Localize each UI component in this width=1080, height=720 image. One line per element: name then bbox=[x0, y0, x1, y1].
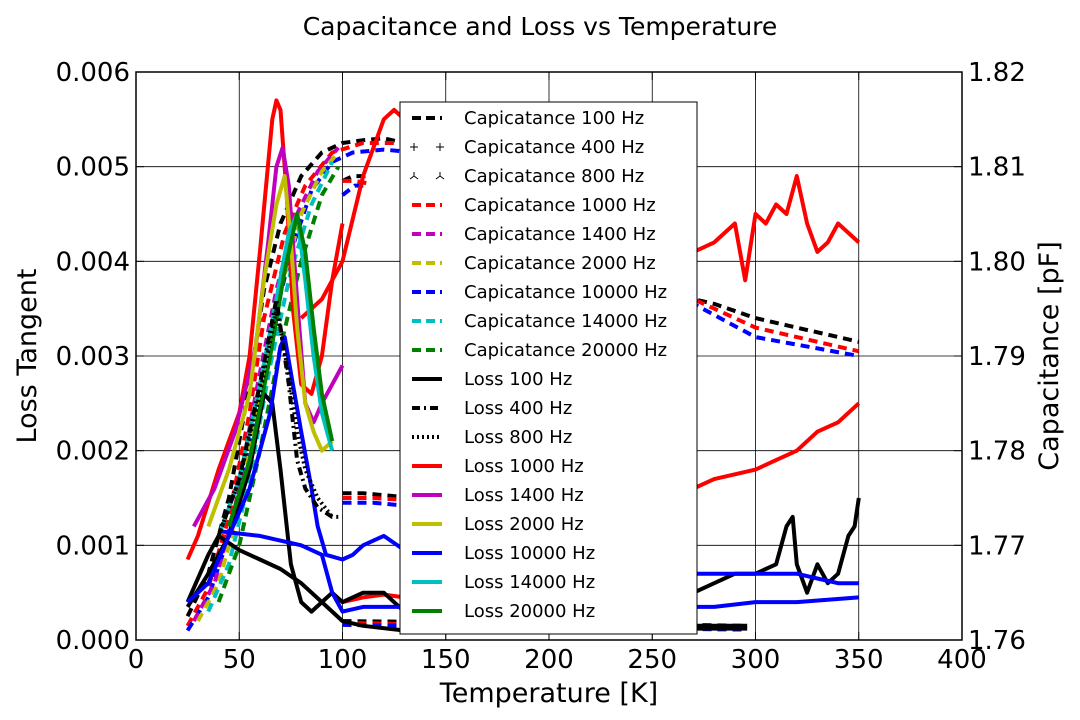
x-tick-label: 150 bbox=[421, 645, 471, 675]
y-tick-label-left: 0.005 bbox=[56, 153, 130, 183]
x-tick-label: 400 bbox=[937, 645, 987, 675]
y-tick-label-left: 0.004 bbox=[56, 247, 130, 277]
legend-label: Capicatance 400 Hz bbox=[464, 137, 644, 158]
loss-series-line bbox=[342, 592, 405, 605]
chart-title: Capacitance and Loss vs Temperature bbox=[303, 12, 778, 41]
legend-label: Loss 800 Hz bbox=[464, 427, 572, 448]
y-tick-label-left: 0.003 bbox=[56, 342, 130, 372]
legend-label: Capicatance 100 Hz bbox=[464, 108, 644, 129]
legend-label: Loss 1400 Hz bbox=[464, 485, 584, 506]
legend-marker bbox=[409, 172, 419, 180]
x-tick-label: 350 bbox=[834, 645, 884, 675]
capacitance-series-line bbox=[342, 178, 370, 186]
capacitance-series-line bbox=[192, 146, 340, 623]
x-tick-label: 250 bbox=[627, 645, 677, 675]
y-tick-label-right: 1.78 bbox=[968, 437, 1026, 467]
x-tick-label: 50 bbox=[223, 645, 256, 675]
y-tick-label-left: 0.000 bbox=[56, 626, 130, 656]
legend-label: Capicatance 10000 Hz bbox=[464, 282, 667, 303]
capacitance-series-line bbox=[206, 161, 334, 613]
x-axis-title: Temperature [K] bbox=[439, 678, 658, 709]
legend-label: Loss 10000 Hz bbox=[464, 543, 595, 564]
ticks: 0 50 100 150 200 250 300 350 400 0.000 0.001 0.002 0… bbox=[56, 58, 1026, 675]
x-tick-label: 300 bbox=[731, 645, 781, 675]
legend-label: Capicatance 800 Hz bbox=[464, 166, 644, 187]
x-tick-label: 0 bbox=[128, 645, 145, 675]
legend-label: Loss 14000 Hz bbox=[464, 572, 595, 593]
capacitance-series-line bbox=[185, 141, 860, 627]
loss-series-line bbox=[206, 174, 334, 528]
y-tick-label-left: 0.002 bbox=[56, 437, 130, 467]
y-tick-label-left: 0.006 bbox=[56, 58, 130, 88]
y-tick-label-left: 0.001 bbox=[56, 531, 130, 561]
legend: Capicatance 100 Hz Capicatance 400 Hz Capi… bbox=[399, 101, 698, 635]
legend-label: Loss 100 Hz bbox=[464, 369, 572, 390]
capacitance-series-line bbox=[342, 500, 591, 521]
legend-label: Loss 1000 Hz bbox=[464, 456, 584, 477]
loss-series-line bbox=[226, 212, 335, 527]
y-tick-label-right: 1.82 bbox=[968, 58, 1026, 88]
legend-label: Loss 20000 Hz bbox=[464, 601, 595, 622]
capacitance-series-line bbox=[341, 183, 370, 197]
y-tick-label-right: 1.81 bbox=[968, 153, 1026, 183]
x-tick-label: 100 bbox=[318, 645, 368, 675]
y-axis-title-left: Loss Tangent bbox=[12, 269, 43, 444]
loss-series-line bbox=[185, 98, 345, 561]
loss-series-line bbox=[186, 335, 859, 604]
legend-label: Capicatance 20000 Hz bbox=[464, 340, 667, 361]
y-tick-label-right: 1.79 bbox=[968, 342, 1026, 372]
legend-label: Loss 400 Hz bbox=[464, 398, 572, 419]
legend-marker bbox=[435, 172, 445, 180]
x-tick-label: 200 bbox=[524, 645, 574, 675]
legend-label: Capicatance 14000 Hz bbox=[464, 311, 667, 332]
y-tick-label-right: 1.80 bbox=[968, 247, 1026, 277]
y-axis-title-right: Capacitance [pF] bbox=[1034, 241, 1065, 470]
capacitance-series-line bbox=[342, 496, 591, 517]
legend-label: Capicatance 1400 Hz bbox=[464, 224, 656, 245]
legend-label: Capicatance 2000 Hz bbox=[464, 253, 656, 274]
y-tick-label-right: 1.76 bbox=[968, 626, 1026, 656]
legend-label: Loss 2000 Hz bbox=[464, 514, 584, 535]
legend-label: Capicatance 1000 Hz bbox=[464, 195, 656, 216]
y-tick-label-right: 1.77 bbox=[968, 531, 1026, 561]
loss-series-line bbox=[216, 297, 343, 537]
legend-box bbox=[399, 101, 698, 635]
